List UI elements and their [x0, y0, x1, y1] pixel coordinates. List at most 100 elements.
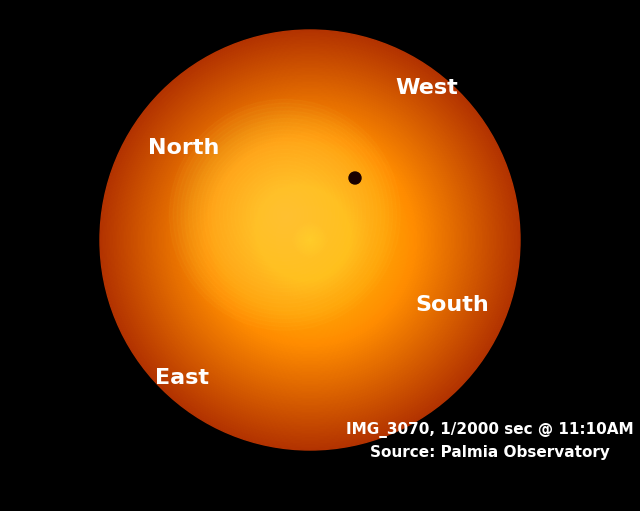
- Circle shape: [211, 140, 410, 340]
- Circle shape: [142, 72, 478, 408]
- Circle shape: [102, 32, 518, 448]
- Circle shape: [217, 147, 403, 333]
- Circle shape: [278, 208, 342, 271]
- Circle shape: [285, 216, 335, 265]
- Circle shape: [114, 44, 506, 436]
- Circle shape: [179, 109, 441, 371]
- Circle shape: [182, 112, 438, 368]
- Circle shape: [287, 217, 333, 263]
- Text: North: North: [148, 138, 220, 158]
- Circle shape: [301, 231, 319, 249]
- Circle shape: [107, 37, 513, 443]
- Circle shape: [118, 48, 502, 432]
- Circle shape: [238, 168, 381, 312]
- Circle shape: [261, 191, 359, 289]
- Circle shape: [271, 201, 349, 278]
- Circle shape: [137, 67, 483, 413]
- Circle shape: [164, 95, 455, 385]
- Circle shape: [138, 68, 481, 411]
- Circle shape: [214, 144, 406, 336]
- Circle shape: [188, 118, 433, 362]
- Circle shape: [156, 86, 464, 394]
- Circle shape: [151, 81, 469, 399]
- Circle shape: [296, 226, 324, 254]
- Text: East: East: [155, 368, 209, 388]
- Text: IMG_3070, 1/2000 sec @ 11:10AM: IMG_3070, 1/2000 sec @ 11:10AM: [346, 422, 634, 438]
- Circle shape: [243, 174, 376, 307]
- Circle shape: [159, 89, 461, 390]
- Circle shape: [268, 198, 352, 282]
- Circle shape: [226, 156, 394, 324]
- Circle shape: [193, 123, 428, 357]
- Text: West: West: [395, 78, 458, 98]
- Circle shape: [131, 61, 488, 419]
- Circle shape: [196, 126, 424, 354]
- Circle shape: [249, 179, 371, 301]
- Circle shape: [200, 130, 420, 350]
- Circle shape: [303, 233, 317, 247]
- Circle shape: [259, 189, 361, 291]
- Circle shape: [100, 30, 520, 450]
- Circle shape: [228, 158, 392, 322]
- Circle shape: [280, 210, 340, 270]
- Circle shape: [275, 205, 345, 275]
- Circle shape: [264, 195, 355, 286]
- Circle shape: [207, 137, 413, 343]
- Circle shape: [133, 63, 487, 417]
- Circle shape: [135, 65, 485, 415]
- Circle shape: [177, 107, 443, 373]
- Circle shape: [172, 102, 448, 378]
- Circle shape: [273, 203, 347, 277]
- Circle shape: [289, 219, 331, 261]
- Circle shape: [116, 46, 504, 434]
- Circle shape: [121, 51, 499, 429]
- Circle shape: [237, 167, 383, 314]
- Circle shape: [161, 91, 459, 389]
- Circle shape: [250, 180, 369, 299]
- Circle shape: [212, 142, 408, 338]
- Circle shape: [276, 207, 343, 273]
- Circle shape: [242, 172, 378, 308]
- Circle shape: [300, 229, 321, 250]
- Circle shape: [247, 177, 373, 303]
- Circle shape: [149, 79, 471, 401]
- Text: South: South: [415, 295, 489, 315]
- Circle shape: [294, 224, 326, 256]
- Circle shape: [128, 58, 492, 422]
- Circle shape: [291, 221, 329, 259]
- Circle shape: [154, 84, 466, 396]
- Circle shape: [240, 170, 380, 310]
- Circle shape: [145, 76, 474, 405]
- Circle shape: [284, 214, 336, 266]
- Circle shape: [112, 42, 508, 438]
- Circle shape: [224, 154, 396, 326]
- Circle shape: [202, 131, 419, 349]
- Circle shape: [168, 98, 452, 382]
- Circle shape: [126, 56, 493, 424]
- Circle shape: [230, 159, 390, 320]
- Circle shape: [266, 196, 354, 284]
- Circle shape: [163, 93, 457, 387]
- Circle shape: [198, 128, 422, 352]
- Circle shape: [308, 238, 312, 242]
- Circle shape: [282, 212, 338, 268]
- Circle shape: [257, 188, 362, 292]
- Circle shape: [157, 88, 462, 392]
- Circle shape: [123, 53, 497, 427]
- Circle shape: [147, 77, 473, 403]
- Circle shape: [111, 40, 509, 439]
- Circle shape: [233, 163, 387, 317]
- Circle shape: [254, 184, 366, 296]
- Circle shape: [292, 222, 328, 258]
- Circle shape: [231, 161, 388, 319]
- Circle shape: [184, 114, 436, 366]
- Circle shape: [140, 70, 480, 410]
- Circle shape: [191, 121, 429, 359]
- Circle shape: [186, 116, 435, 364]
- Circle shape: [109, 39, 511, 442]
- Circle shape: [144, 74, 476, 406]
- Circle shape: [195, 125, 426, 356]
- Circle shape: [216, 146, 404, 335]
- Circle shape: [209, 138, 412, 341]
- Circle shape: [166, 97, 454, 383]
